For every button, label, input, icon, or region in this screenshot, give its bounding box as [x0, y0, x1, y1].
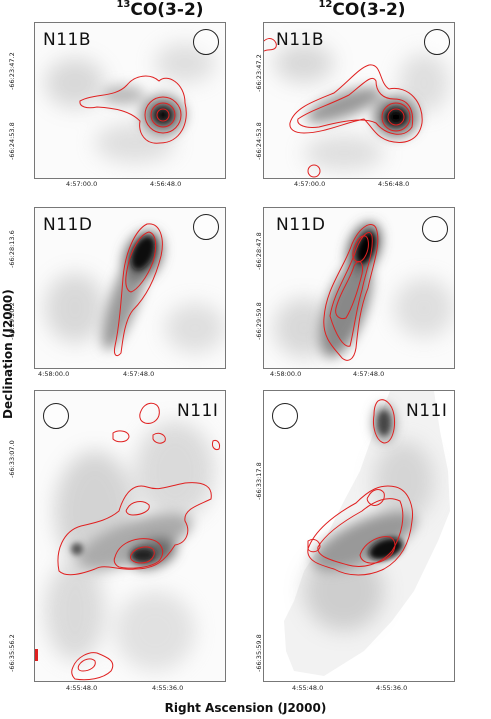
map-panel-n11i-12co: N11I: [263, 390, 455, 682]
field-name: N11D: [43, 215, 93, 235]
beam-size-circle: [424, 29, 450, 55]
column-title-text: CO(3-2): [130, 0, 204, 20]
y-tick-label: -66:29:20.2: [8, 302, 16, 340]
emission-map: [264, 391, 454, 681]
y-tick-label: -66:24:53.8: [8, 122, 16, 160]
field-name: N11B: [276, 30, 325, 50]
map-panel-n11d-12co: N11D: [263, 207, 455, 369]
y-tick-label: -66:23:47.2: [8, 52, 16, 90]
column-title-text: CO(3-2): [332, 0, 406, 20]
x-tick-label: 4:56:48.0: [150, 180, 182, 188]
column-title-13co: 13CO(3-2): [80, 0, 240, 20]
y-tick-label: -66:29:59.8: [255, 302, 263, 340]
y-tick-label: -66:24:53.8: [255, 122, 263, 160]
x-tick-label: 4:55:48.0: [292, 684, 324, 692]
emission-map: [45, 43, 215, 163]
beam-size-circle: [422, 216, 448, 242]
map-panel-n11b-12co: N11B: [263, 22, 455, 179]
x-tick-label: 4:57:48.0: [353, 370, 385, 378]
beam-size-circle: [43, 403, 69, 429]
x-axis-label: Right Ascension (J2000): [164, 701, 327, 715]
y-tick-label: -66:23:47.2: [255, 54, 263, 92]
x-tick-label: 4:58:00.0: [270, 370, 302, 378]
emission-map: [45, 223, 225, 357]
map-panel-n11b-13co: N11B: [34, 22, 226, 179]
emission-map: [264, 38, 449, 178]
field-name: N11I: [406, 401, 448, 421]
column-title-12co: 12CO(3-2): [282, 0, 442, 20]
x-tick-label: 4:57:00.0: [294, 180, 326, 188]
beam-size-circle: [272, 403, 298, 429]
emission-map: [35, 402, 220, 681]
y-tick-label: -66:35:56.2: [8, 634, 16, 672]
x-tick-label: 4:58:00.0: [38, 370, 70, 378]
y-tick-label: -66:33:07.0: [8, 440, 16, 478]
beam-size-circle: [193, 29, 219, 55]
x-tick-label: 4:56:48.0: [378, 180, 410, 188]
x-tick-label: 4:55:36.0: [152, 684, 184, 692]
emission-map: [274, 223, 454, 361]
y-tick-label: -66:28:47.8: [255, 232, 263, 270]
map-panel-n11d-13co: N11D: [34, 207, 226, 369]
isotope-superscript: 13: [116, 0, 131, 11]
y-tick-label: -66:35:59.8: [255, 634, 263, 672]
map-panel-n11i-13co: N11I: [34, 390, 226, 682]
y-tick-label: -66:33:17.8: [255, 462, 263, 500]
x-tick-label: 4:57:00.0: [66, 180, 98, 188]
x-tick-label: 4:57:48.0: [123, 370, 155, 378]
isotope-superscript: 12: [318, 0, 333, 11]
x-tick-label: 4:55:48.0: [66, 684, 98, 692]
y-tick-label: -66:28:13.6: [8, 230, 16, 268]
field-name: N11I: [177, 401, 219, 421]
x-tick-label: 4:55:36.0: [376, 684, 408, 692]
field-name: N11B: [43, 30, 92, 50]
field-name: N11D: [276, 215, 326, 235]
beam-size-circle: [193, 214, 219, 240]
